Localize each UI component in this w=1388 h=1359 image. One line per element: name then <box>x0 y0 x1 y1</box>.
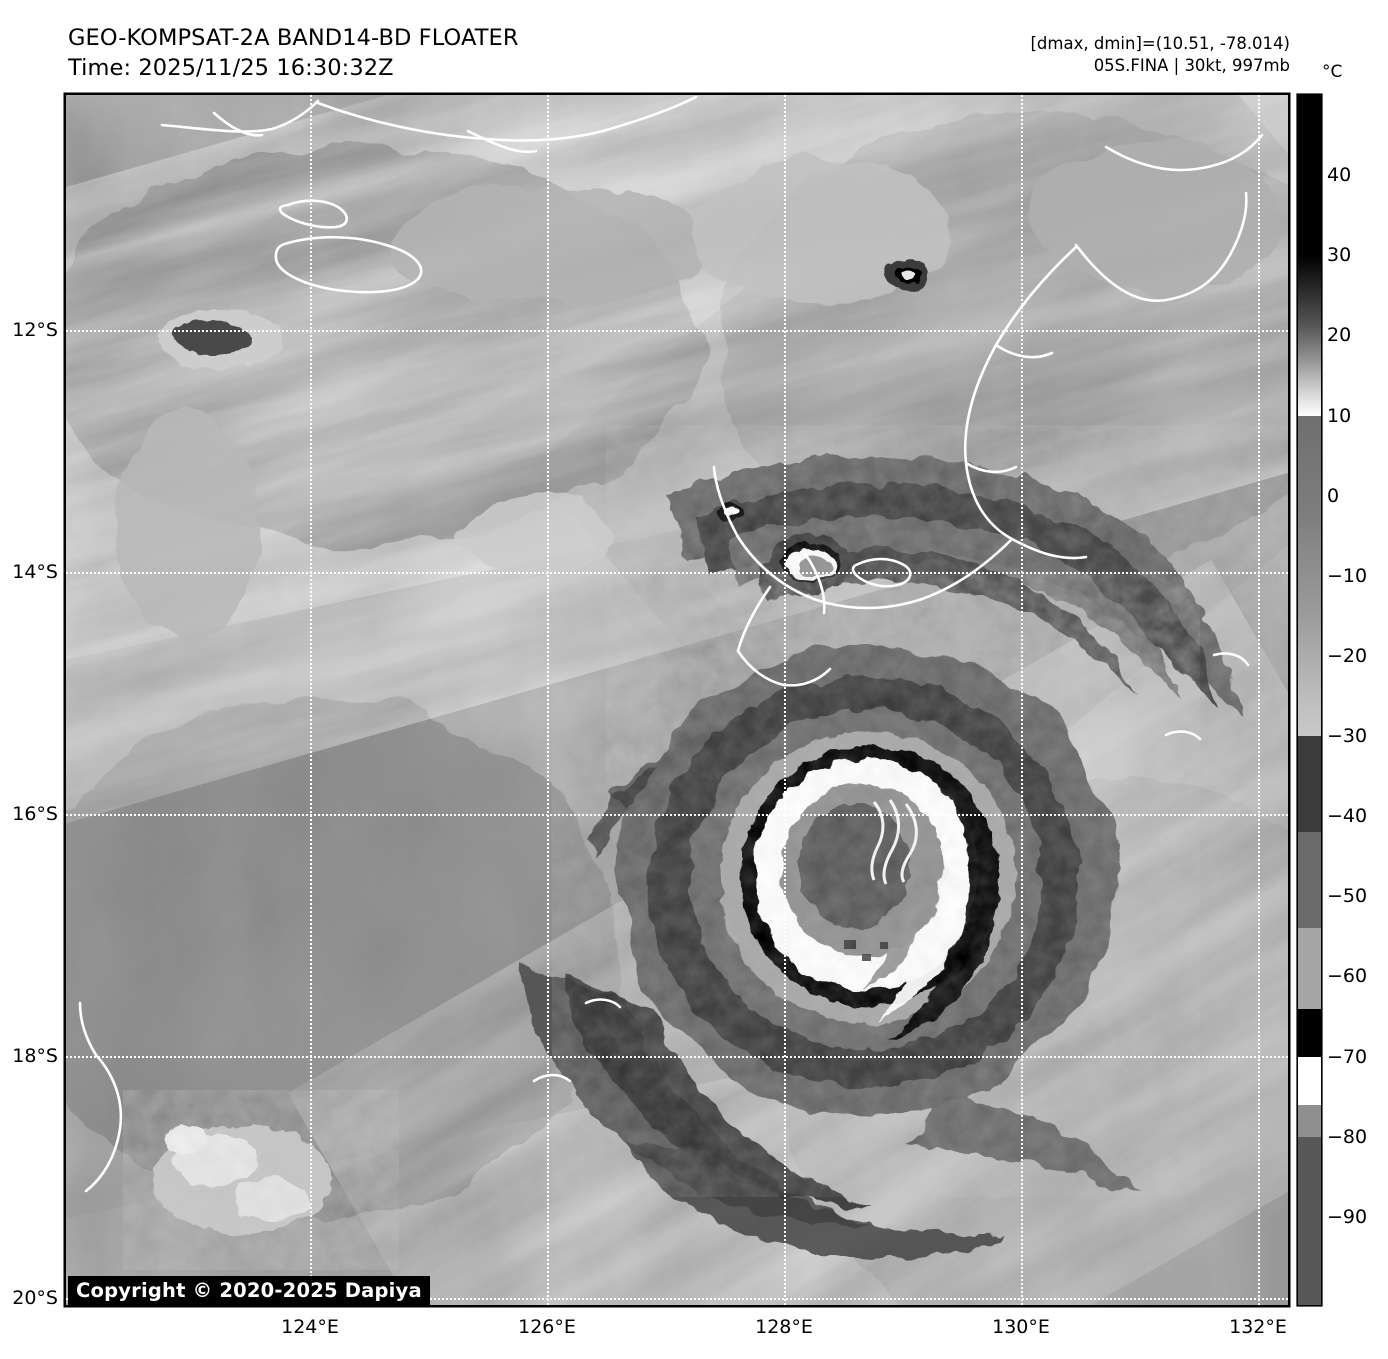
colorbar-tick-neg10: −10 <box>1327 564 1368 587</box>
axis-label-lat-20: 20°S <box>12 1287 58 1309</box>
colorbar-tick-10: 10 <box>1327 404 1352 427</box>
cbseg-medgray-42-54 <box>1298 832 1321 929</box>
satellite-image-plot[interactable] <box>66 95 1288 1305</box>
cbseg-black-64-70 <box>1298 1008 1321 1057</box>
colorbar-unit-label: °C <box>1322 62 1343 82</box>
page-title: GEO-KOMPSAT-2A BAND14-BD FLOATER Time: 2… <box>68 23 519 83</box>
cbseg-white-70-76 <box>1298 1056 1321 1105</box>
temperature-colorbar[interactable] <box>1298 95 1321 1305</box>
axis-label-lon-124: 124°E <box>281 1316 339 1338</box>
cbseg-gradient-warm <box>1298 255 1321 416</box>
cbseg-lightgray-54-64 <box>1298 928 1321 1009</box>
coastlines <box>78 95 1264 1193</box>
colorbar-tick-neg60: −60 <box>1327 965 1368 988</box>
ir-satellite-raster <box>66 95 1288 1305</box>
copyright-watermark: Copyright © 2020-2025 Dapiya <box>68 1276 430 1306</box>
colorbar-tick-neg20: −20 <box>1327 644 1368 667</box>
product-title: GEO-KOMPSAT-2A BAND14-BD FLOATER <box>68 25 519 51</box>
colorbar-tick-neg40: −40 <box>1327 805 1368 828</box>
cbseg-darkgray-80-101 <box>1298 1136 1321 1305</box>
axis-label-lon-130: 130°E <box>992 1316 1050 1338</box>
colorbar-tick-neg90: −90 <box>1327 1205 1368 1228</box>
axis-label-lat-18: 18°S <box>12 1045 58 1067</box>
ne-cold-cell-tiny <box>884 259 928 291</box>
colorbar-tick-neg70: −70 <box>1327 1045 1368 1068</box>
dminmax-label: [dmax, dmin]=(10.51, -78.014) <box>1030 34 1291 53</box>
colorbar-tick-30: 30 <box>1327 244 1352 267</box>
axis-label-lat-14: 14°S <box>12 561 58 583</box>
colorbar-tick-40: 40 <box>1327 164 1352 187</box>
cbseg-darkgray-30-42 <box>1298 736 1321 833</box>
header-info: [dmax, dmin]=(10.51, -78.014) 05S.FINA |… <box>1031 33 1291 77</box>
colorbar-tick-neg30: −30 <box>1327 725 1368 748</box>
axis-label-lon-128: 128°E <box>755 1316 813 1338</box>
colorbar-tick-20: 20 <box>1327 324 1352 347</box>
cbseg-black-warm <box>1298 95 1321 256</box>
colorbar-tick-neg80: −80 <box>1327 1125 1368 1148</box>
colorbar-tick-neg50: −50 <box>1327 885 1368 908</box>
colorbar-tick-0: 0 <box>1327 484 1340 507</box>
axis-label-lat-16: 16°S <box>12 803 58 825</box>
timestamp: Time: 2025/11/25 16:30:32Z <box>68 55 394 81</box>
cbseg-gray-76-80 <box>1298 1104 1321 1137</box>
cbseg-lightgray-mid <box>1298 415 1321 737</box>
axis-label-lon-132: 132°E <box>1229 1316 1287 1338</box>
axis-label-lat-12: 12°S <box>12 319 58 341</box>
storm-intensity-label: 05S.FINA | 30kt, 997mb <box>1093 56 1290 75</box>
axis-label-lon-126: 126°E <box>518 1316 576 1338</box>
